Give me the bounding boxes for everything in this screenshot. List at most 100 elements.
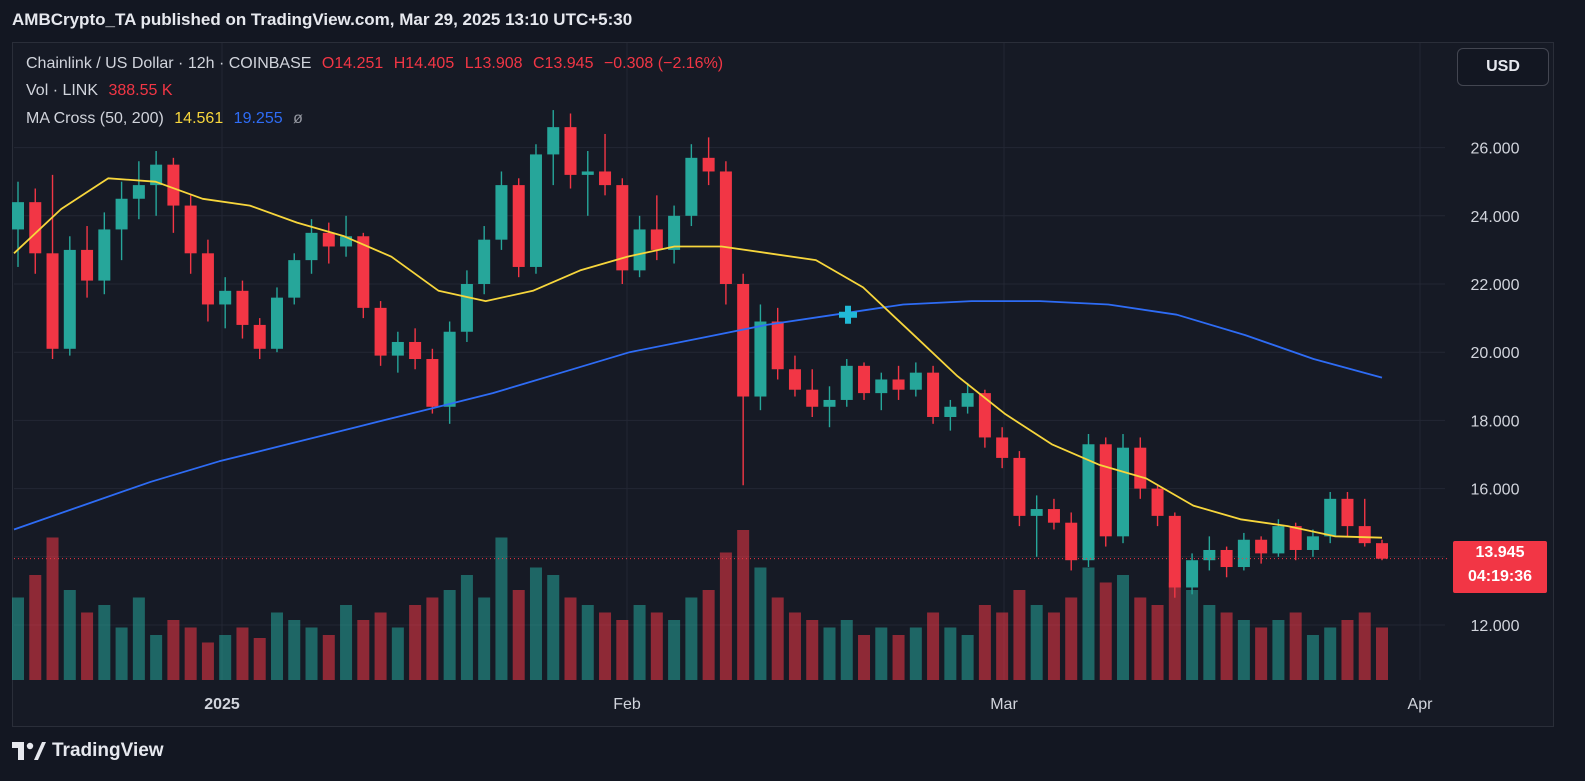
volume-bar [132, 597, 145, 680]
volume-bar [806, 620, 819, 680]
volume-bar [184, 627, 197, 680]
volume-bar [201, 642, 214, 680]
volume-bar [564, 597, 577, 680]
volume-bar [1047, 612, 1060, 680]
candle-body [374, 307, 387, 356]
candle-body [184, 205, 197, 254]
change-value: −0.308 (−2.16%) [603, 55, 724, 72]
volume-bar [1134, 597, 1147, 680]
volume-bar [771, 597, 784, 680]
bar-countdown: 04:19:36 [1467, 568, 1533, 585]
y-tick-label: 20.000 [1471, 345, 1520, 362]
candle-body [288, 260, 301, 298]
ma50-value: 14.561 [174, 110, 224, 127]
x-tick-label: Mar [990, 696, 1018, 713]
candle-body [1168, 515, 1181, 588]
volume-value: 388.55 K [108, 82, 173, 99]
candle-body [1203, 549, 1216, 561]
tradingview-brand: TradingView [52, 740, 164, 761]
volume-bar [927, 612, 940, 680]
candle-body [1099, 444, 1112, 537]
volume-bar [961, 635, 974, 680]
volume-bar [1030, 605, 1043, 680]
volume-bar [702, 590, 715, 680]
candle-body [305, 232, 318, 261]
volume-bar [63, 590, 76, 680]
volume-bar [858, 635, 871, 680]
volume-bar [167, 620, 180, 680]
candle-body [702, 157, 715, 172]
candle-body [253, 324, 266, 349]
volume-bar [1255, 627, 1268, 680]
y-tick-label: 24.000 [1471, 209, 1520, 226]
currency-button[interactable]: USD [1457, 48, 1549, 86]
candle-body [443, 331, 456, 407]
volume-bar [374, 612, 387, 680]
candle-body [668, 215, 681, 250]
volume-bar [1117, 575, 1130, 680]
open-value: O14.251 [321, 55, 384, 72]
volume-bar [1082, 567, 1095, 680]
volume-bar [737, 530, 750, 680]
candle-body [512, 185, 525, 267]
candle-body [996, 437, 1009, 458]
volume-bar [1013, 590, 1026, 680]
volume-bar [115, 627, 128, 680]
candle-body [927, 372, 940, 417]
ma200-line [13, 300, 1383, 531]
ma200-value: 19.255 [233, 110, 283, 127]
candle-body [236, 290, 249, 325]
volume-bar [426, 597, 439, 680]
volume-bar [253, 638, 266, 680]
ma-extra-value: ø [293, 110, 303, 127]
candle-body [909, 372, 922, 390]
candle-body [81, 249, 94, 281]
volume-bar [616, 620, 629, 680]
candle-body [1272, 526, 1285, 554]
volume-bar [547, 575, 560, 680]
volume-bar [98, 605, 111, 680]
candle-body [616, 185, 629, 271]
volume-bar [495, 537, 508, 680]
candle-body [132, 185, 145, 199]
volume-bar [1220, 612, 1233, 680]
candle-body [771, 321, 784, 370]
last-price-value: 13.945 [1475, 544, 1525, 561]
candle-body [737, 284, 750, 397]
candle-body [944, 406, 957, 417]
volume-bar [581, 605, 594, 680]
candle-body [63, 249, 76, 349]
y-tick-label: 16.000 [1471, 482, 1520, 499]
candle-body [357, 236, 370, 308]
volume-bar [236, 627, 249, 680]
candle-body [719, 171, 732, 284]
volume-bar [512, 590, 525, 680]
candle-body [426, 359, 439, 407]
tradingview-footer[interactable]: TradingView [12, 740, 164, 762]
candle-body [340, 236, 353, 247]
volume-bar [1341, 620, 1354, 680]
volume-bar [150, 635, 163, 680]
candle-body [1289, 526, 1302, 550]
candle-body [201, 253, 214, 305]
symbol-label[interactable]: Chainlink / US Dollar · 12h · COINBASE [26, 55, 312, 72]
volume-bar [409, 605, 422, 680]
volume-label[interactable]: Vol · LINK [26, 82, 99, 99]
ma50-line [13, 177, 1383, 539]
candle-body [564, 127, 577, 175]
candle-body [961, 393, 974, 407]
candle-body [478, 239, 491, 284]
volume-bar [219, 635, 232, 680]
volume-bar [29, 575, 42, 680]
volume-bar [875, 627, 888, 680]
volume-bar [892, 635, 905, 680]
candle-body [115, 198, 128, 230]
candle-body [391, 341, 404, 356]
candle-body [788, 369, 801, 390]
ma-cross-label[interactable]: MA Cross (50, 200) [26, 110, 164, 127]
candle-body [1117, 447, 1130, 537]
y-tick-label: 26.000 [1471, 141, 1520, 158]
candle-body [754, 321, 767, 397]
close-value: C13.945 [532, 55, 594, 72]
